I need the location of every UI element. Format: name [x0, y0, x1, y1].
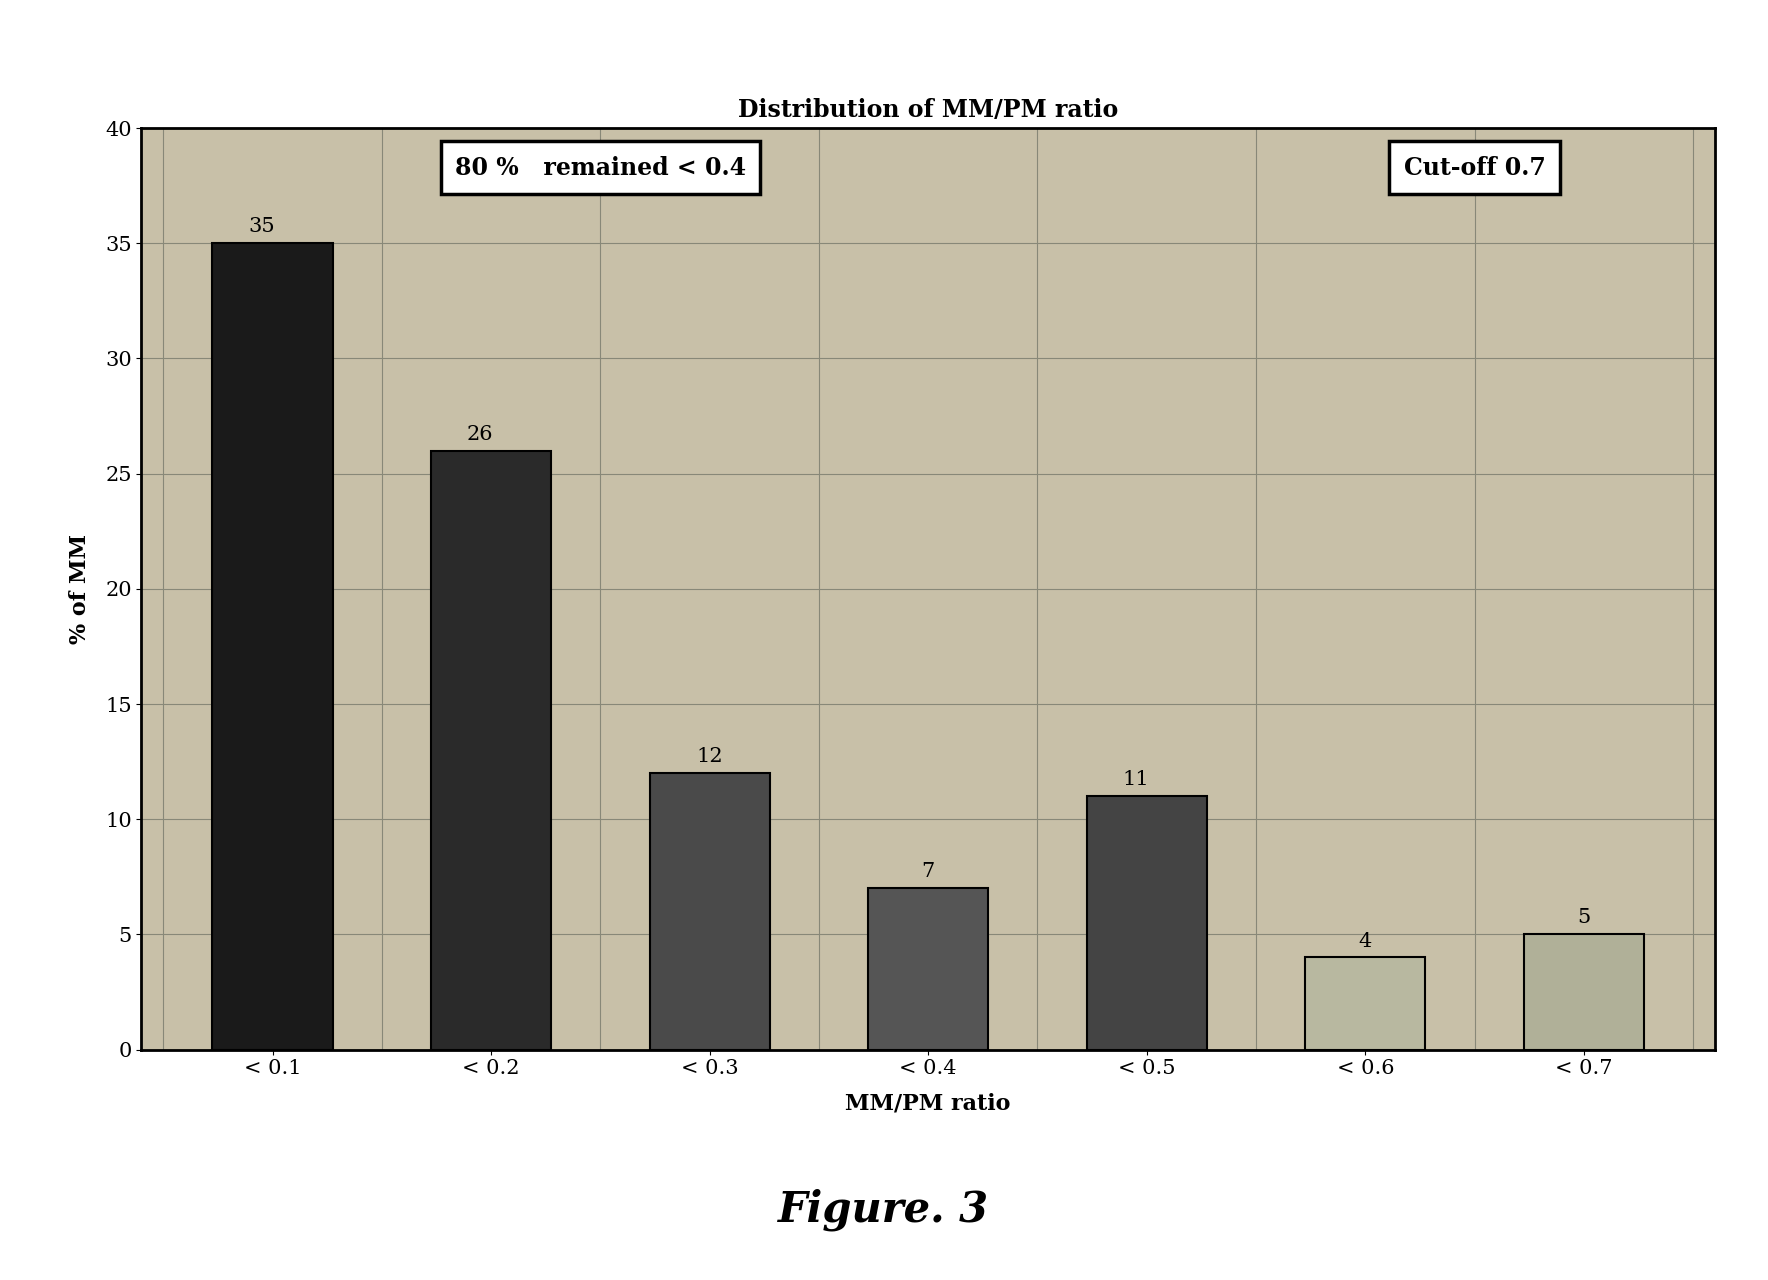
Text: 5: 5	[1577, 909, 1591, 928]
Y-axis label: % of MM: % of MM	[69, 534, 92, 644]
Text: 4: 4	[1358, 932, 1372, 951]
Title: Distribution of MM/PM ratio: Distribution of MM/PM ratio	[737, 97, 1119, 122]
Bar	[649, 773, 769, 1050]
Bar	[212, 243, 332, 1050]
Bar	[868, 888, 988, 1050]
Bar	[1305, 957, 1425, 1050]
Text: 80 %   remained < 0.4: 80 % remained < 0.4	[454, 156, 746, 179]
X-axis label: MM/PM ratio: MM/PM ratio	[845, 1092, 1011, 1114]
Text: Figure. 3: Figure. 3	[778, 1188, 990, 1231]
Text: 26: 26	[467, 425, 493, 444]
Text: 11: 11	[1123, 771, 1149, 790]
Bar	[431, 451, 552, 1050]
Bar	[1087, 796, 1208, 1050]
Text: 35: 35	[248, 218, 276, 237]
Text: 7: 7	[921, 863, 935, 882]
Text: 12: 12	[697, 748, 723, 767]
Bar	[1524, 934, 1644, 1050]
Text: Cut-off 0.7: Cut-off 0.7	[1404, 156, 1545, 179]
